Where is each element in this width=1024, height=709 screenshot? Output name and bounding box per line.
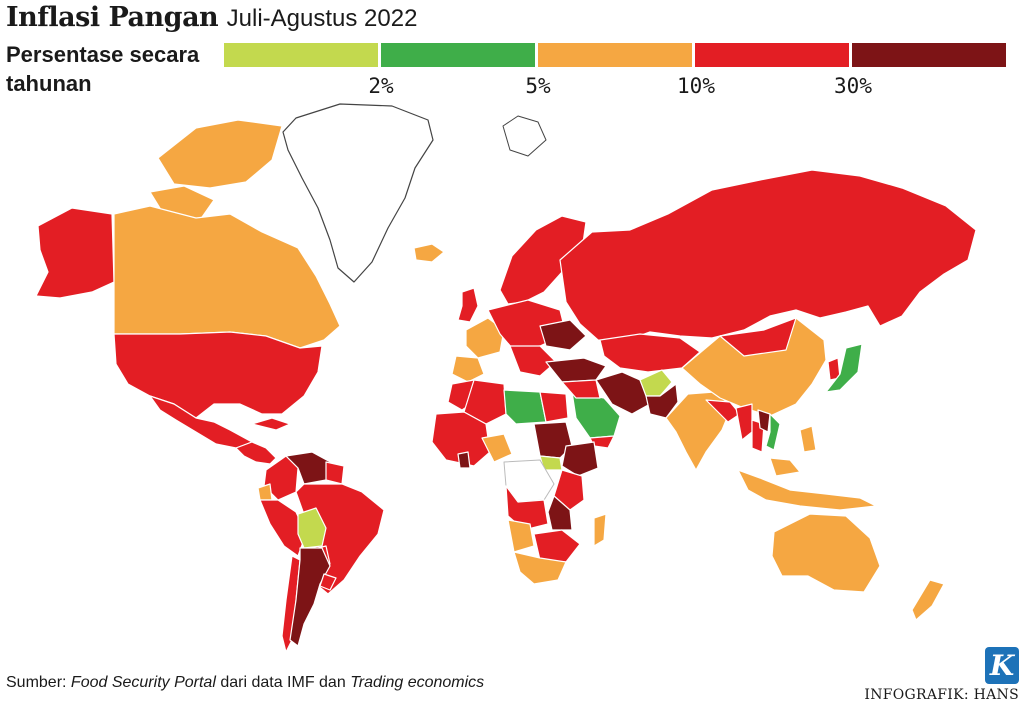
legend-tick-30: 30% [834, 74, 872, 98]
country-central-america [235, 441, 277, 465]
country-australia [771, 513, 881, 593]
country-ukraine [539, 319, 587, 351]
country-philippines [799, 425, 817, 453]
country-malaysia [769, 457, 801, 477]
source-name-1: Food Security Portal [70, 674, 216, 691]
country-mongolia [719, 317, 797, 357]
country-spain [451, 355, 485, 383]
country-uk [457, 287, 479, 323]
country-congo [505, 485, 549, 531]
country-indonesia [737, 469, 877, 511]
country-nigeria [481, 433, 513, 463]
color-legend [224, 43, 1006, 67]
country-myanmar [735, 403, 753, 441]
country-peru [259, 499, 307, 557]
country-greenland [282, 103, 434, 283]
country-france [465, 317, 505, 359]
source-name-2: Trading economics [350, 674, 485, 691]
country-iceland [413, 243, 445, 263]
legend-tick-10: 10% [677, 74, 715, 98]
legend-label: Persentase secara tahunan [6, 42, 200, 96]
country-guyana [325, 461, 345, 485]
legend-tick-5: 5% [525, 74, 551, 98]
country-vietnam [765, 413, 781, 451]
country-south-africa [513, 551, 567, 585]
country-canada-islands [157, 119, 283, 189]
map-title: Inflasi Pangan Juli-Agustus 2022 [6, 2, 417, 33]
legend-swatch-lt2 [224, 43, 378, 67]
country-pakistan [645, 383, 679, 419]
country-usa [113, 331, 323, 419]
title-main: Inflasi Pangan [6, 2, 219, 33]
country-algeria [463, 379, 507, 425]
country-canada [113, 205, 341, 349]
country-svalbard [502, 115, 547, 157]
country-madagascar [593, 513, 607, 547]
country-ecuador [257, 483, 273, 501]
kompas-logo: K [985, 647, 1019, 684]
legend-swatch-10-30 [695, 43, 849, 67]
country-india [665, 391, 733, 471]
country-uruguay [319, 573, 337, 591]
country-iraq-syria [561, 379, 601, 399]
country-new-zealand [911, 579, 945, 621]
world-map [35, 103, 977, 653]
logo-letter: K [989, 649, 1015, 682]
legend-swatch-gt30 [852, 43, 1006, 67]
infographic-credit: INFOGRAFIK: HANS [864, 687, 1019, 703]
source-note: Sumber: Food Security Portal dari data I… [6, 674, 484, 692]
source-prefix: Sumber: [6, 674, 67, 691]
country-cuba [251, 417, 291, 431]
country-ethiopia [561, 441, 599, 477]
country-bolivia [297, 507, 327, 549]
legend-swatch-2-5 [381, 43, 535, 67]
country-ghana [457, 451, 471, 469]
country-angola [507, 519, 535, 553]
country-west-africa [431, 411, 491, 467]
country-zambia-mozambique [533, 529, 581, 563]
country-balkans [509, 345, 557, 377]
country-russia [559, 169, 977, 343]
country-libya [503, 389, 547, 425]
country-east-africa [553, 469, 585, 511]
country-egypt [539, 391, 569, 423]
country-argentina [289, 547, 331, 647]
title-period: Juli-Agustus 2022 [226, 5, 418, 32]
country-laos [757, 409, 771, 433]
legend-swatch-5-10 [538, 43, 692, 67]
legend-tick-2: 2% [368, 74, 394, 98]
country-turkey [545, 357, 607, 383]
source-mid: dari data IMF dan [220, 674, 346, 691]
country-alaska [35, 207, 115, 299]
country-afghanistan [639, 369, 673, 397]
country-japan [825, 343, 863, 393]
